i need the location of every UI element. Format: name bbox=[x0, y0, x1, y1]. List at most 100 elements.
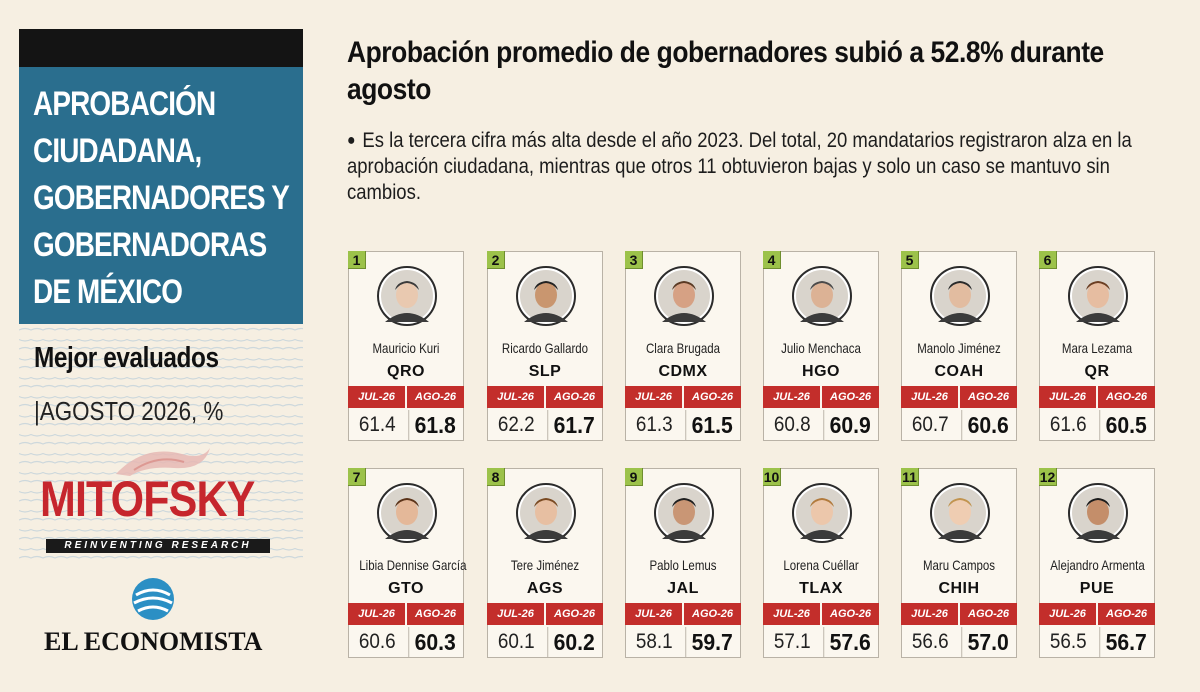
rank-badge: 10 bbox=[763, 468, 781, 486]
period-label-jul: JUL-26 bbox=[487, 603, 544, 625]
approval-values: 60.6 60.3 bbox=[349, 627, 463, 657]
rank-badge: 8 bbox=[487, 468, 505, 486]
governor-portrait-icon bbox=[516, 266, 576, 326]
approval-values: 62.2 61.7 bbox=[488, 410, 602, 440]
governor-card: 4 Julio Menchaca HGO JUL-26 AGO-26 60.8 60.9 bbox=[763, 251, 879, 441]
rank-badge: 5 bbox=[901, 251, 919, 269]
period-label-ago: AGO-26 bbox=[544, 603, 603, 625]
governor-name: Maru Campos bbox=[922, 557, 996, 573]
governor-name: Tere Jiménez bbox=[510, 557, 580, 573]
state-code: COAH bbox=[934, 363, 984, 380]
governor-card: 3 Clara Brugada CDMX JUL-26 AGO-26 61.3 61.5 bbox=[625, 251, 741, 441]
approval-ago-value: 56.7 bbox=[1098, 627, 1152, 657]
period-label-jul: JUL-26 bbox=[348, 603, 405, 625]
state-code: JAL bbox=[667, 580, 699, 597]
governor-name: Lorena Cuéllar bbox=[783, 557, 859, 573]
governor-card: 10 Lorena Cuéllar TLAX JUL-26 AGO-26 57.1 57.6 bbox=[763, 468, 879, 658]
governor-portrait-icon bbox=[792, 483, 852, 543]
approval-ago-value: 59.7 bbox=[684, 627, 738, 657]
period-label-ago: AGO-26 bbox=[958, 603, 1017, 625]
approval-jul-value: 57.1 bbox=[773, 630, 811, 653]
period-label-jul: JUL-26 bbox=[487, 386, 544, 408]
governor-portrait-icon bbox=[792, 266, 852, 326]
sidebar-top-bar bbox=[19, 29, 303, 67]
period-label-ago: AGO-26 bbox=[405, 386, 464, 408]
period-header: JUL-26 AGO-26 bbox=[1039, 386, 1155, 408]
period-label-jul: JUL-26 bbox=[763, 603, 820, 625]
period-label-jul: JUL-26 bbox=[348, 386, 405, 408]
rank-badge: 11 bbox=[901, 468, 919, 486]
mitofsky-logo: MITOFSKY REINVENTING RESEARCH bbox=[34, 440, 294, 560]
approval-jul-value: 60.8 bbox=[773, 413, 811, 436]
period-header: JUL-26 AGO-26 bbox=[348, 386, 464, 408]
governor-name: Mauricio Kuri bbox=[372, 340, 440, 356]
state-code: TLAX bbox=[799, 580, 843, 597]
mitofsky-tagline: REINVENTING RESEARCH bbox=[46, 539, 270, 553]
state-code: QR bbox=[1084, 363, 1110, 380]
rank-badge: 2 bbox=[487, 251, 505, 269]
period-header: JUL-26 AGO-26 bbox=[487, 603, 603, 625]
governor-card: 9 Pablo Lemus JAL JUL-26 AGO-26 58.1 59.7 bbox=[625, 468, 741, 658]
period-label-ago: AGO-26 bbox=[958, 386, 1017, 408]
approval-ago-value: 61.5 bbox=[684, 410, 738, 440]
period-label-jul: JUL-26 bbox=[763, 386, 820, 408]
governor-card: 11 Maru Campos CHIH JUL-26 AGO-26 56.6 57.0 bbox=[901, 468, 1017, 658]
sidebar-date-label: |AGOSTO 2026, % bbox=[34, 396, 224, 426]
governor-portrait-icon bbox=[1068, 483, 1128, 543]
period-label-ago: AGO-26 bbox=[405, 603, 464, 625]
headline: Aprobación promedio de gobernadores subi… bbox=[347, 36, 1104, 106]
approval-ago-value: 60.3 bbox=[407, 627, 461, 657]
mitofsky-wordmark: MITOFSKY bbox=[40, 471, 255, 527]
approval-ago-value: 60.5 bbox=[1098, 410, 1152, 440]
period-header: JUL-26 AGO-26 bbox=[901, 603, 1017, 625]
governor-name: Pablo Lemus bbox=[649, 557, 717, 573]
approval-ago-value: 61.8 bbox=[407, 410, 461, 440]
approval-jul-value: 61.4 bbox=[358, 413, 396, 436]
period-label-ago: AGO-26 bbox=[1096, 603, 1155, 625]
period-header: JUL-26 AGO-26 bbox=[348, 603, 464, 625]
period-header: JUL-26 AGO-26 bbox=[625, 603, 741, 625]
period-label-jul: JUL-26 bbox=[625, 386, 682, 408]
el-economista-wordmark: EL ECONOMISTA bbox=[44, 627, 263, 656]
state-code: CDMX bbox=[658, 363, 708, 380]
approval-jul-value: 58.1 bbox=[635, 630, 673, 653]
rank-badge: 3 bbox=[625, 251, 643, 269]
state-code: SLP bbox=[528, 363, 562, 380]
governor-portrait-icon bbox=[930, 266, 990, 326]
approval-jul-value: 61.3 bbox=[635, 413, 673, 436]
rank-badge: 1 bbox=[348, 251, 366, 269]
approval-values: 61.4 61.8 bbox=[349, 410, 463, 440]
sidebar-subtitle: Mejor evaluados bbox=[34, 342, 219, 374]
state-code: GTO bbox=[388, 580, 424, 597]
period-label-ago: AGO-26 bbox=[682, 603, 741, 625]
period-header: JUL-26 AGO-26 bbox=[1039, 603, 1155, 625]
governor-name: Ricardo Gallardo bbox=[501, 340, 589, 356]
approval-jul-value: 60.7 bbox=[911, 413, 949, 436]
approval-values: 61.3 61.5 bbox=[626, 410, 740, 440]
period-label-jul: JUL-26 bbox=[901, 386, 958, 408]
approval-values: 60.8 60.9 bbox=[764, 410, 878, 440]
period-header: JUL-26 AGO-26 bbox=[763, 603, 879, 625]
approval-ago-value: 61.7 bbox=[546, 410, 600, 440]
approval-ago-value: 60.6 bbox=[960, 410, 1014, 440]
governor-portrait-icon bbox=[377, 483, 437, 543]
approval-jul-value: 61.6 bbox=[1049, 413, 1087, 436]
approval-values: 56.6 57.0 bbox=[902, 627, 1016, 657]
governor-card: 8 Tere Jiménez AGS JUL-26 AGO-26 60.1 60.2 bbox=[487, 468, 603, 658]
el-economista-globe-icon bbox=[132, 578, 174, 620]
period-label-jul: JUL-26 bbox=[901, 603, 958, 625]
governor-name: Manolo Jiménez bbox=[917, 340, 1001, 356]
approval-ago-value: 60.2 bbox=[546, 627, 600, 657]
rank-badge: 7 bbox=[348, 468, 366, 486]
approval-ago-value: 57.0 bbox=[960, 627, 1014, 657]
governor-portrait-icon bbox=[930, 483, 990, 543]
period-label-ago: AGO-26 bbox=[682, 386, 741, 408]
approval-values: 57.1 57.6 bbox=[764, 627, 878, 657]
governor-portrait-icon bbox=[654, 266, 714, 326]
approval-jul-value: 62.2 bbox=[497, 413, 535, 436]
bullet-icon: ● bbox=[347, 132, 356, 149]
governor-card: 1 Mauricio Kuri QRO JUL-26 AGO-26 61.4 61.8 bbox=[348, 251, 464, 441]
approval-jul-value: 56.6 bbox=[911, 630, 949, 653]
period-label-jul: JUL-26 bbox=[625, 603, 682, 625]
period-label-ago: AGO-26 bbox=[544, 386, 603, 408]
